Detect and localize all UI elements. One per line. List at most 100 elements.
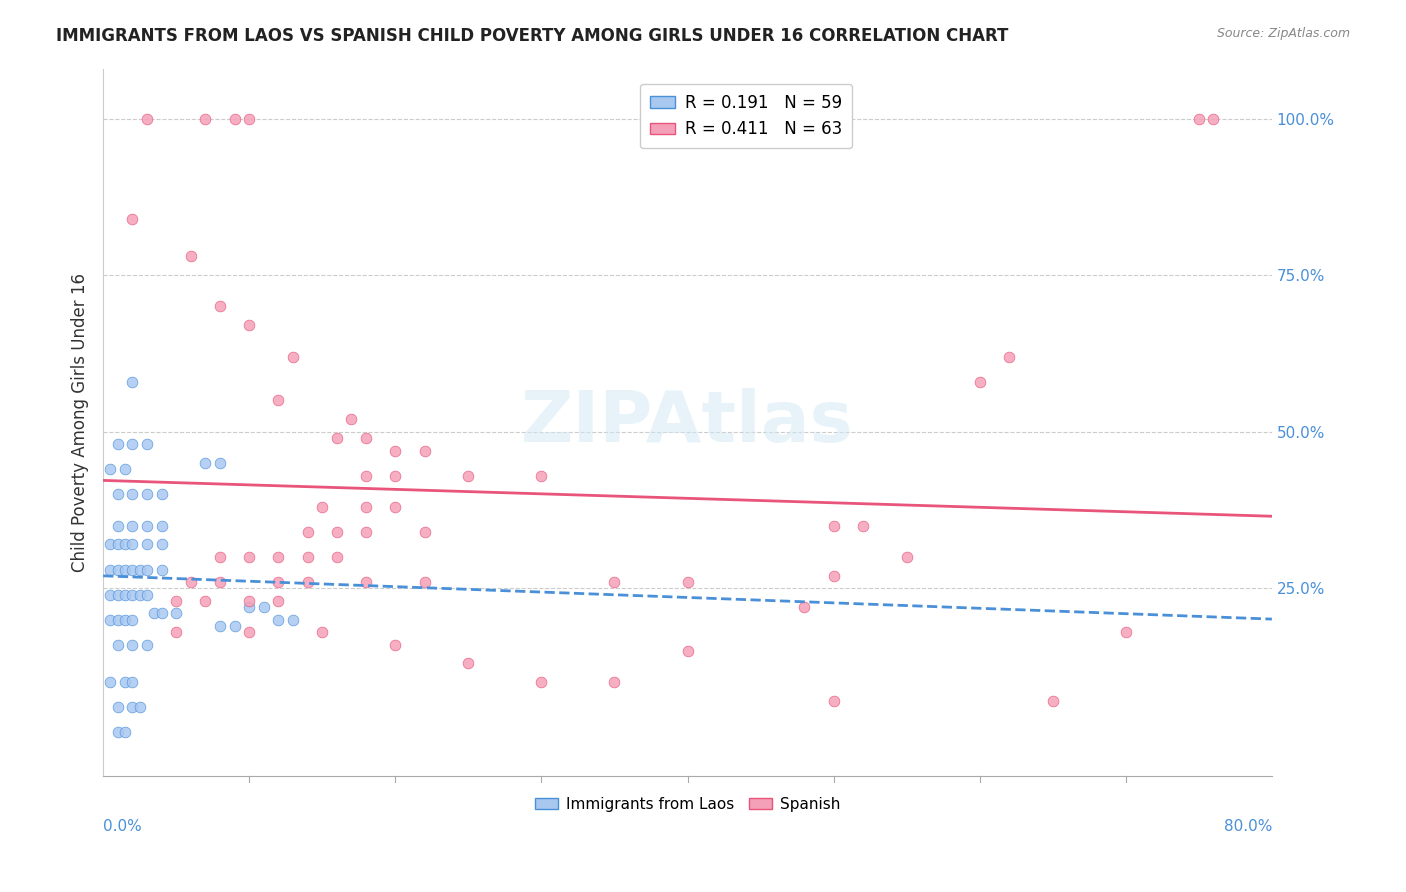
Point bbox=[253, 600, 276, 615]
Point bbox=[676, 575, 699, 590]
Point bbox=[136, 588, 159, 602]
Point bbox=[208, 456, 231, 470]
Point bbox=[114, 537, 136, 551]
Point bbox=[823, 694, 845, 708]
Point bbox=[326, 524, 349, 539]
Point bbox=[998, 350, 1021, 364]
Point bbox=[384, 500, 406, 514]
Point bbox=[238, 318, 260, 333]
Point bbox=[896, 549, 918, 564]
Point bbox=[823, 518, 845, 533]
Point bbox=[128, 562, 150, 576]
Point bbox=[121, 211, 143, 226]
Point bbox=[603, 575, 626, 590]
Point bbox=[114, 613, 136, 627]
Point bbox=[413, 524, 436, 539]
Point bbox=[143, 607, 166, 621]
Point bbox=[121, 518, 143, 533]
Point bbox=[354, 575, 377, 590]
Point bbox=[297, 549, 319, 564]
Point bbox=[224, 112, 246, 126]
Point bbox=[1115, 625, 1137, 640]
Point bbox=[107, 562, 129, 576]
Point bbox=[311, 500, 333, 514]
Y-axis label: Child Poverty Among Girls Under 16: Child Poverty Among Girls Under 16 bbox=[72, 273, 89, 572]
Point bbox=[165, 607, 187, 621]
Point bbox=[281, 350, 304, 364]
Point bbox=[238, 549, 260, 564]
Point bbox=[114, 462, 136, 476]
Point bbox=[1202, 112, 1225, 126]
Legend: Immigrants from Laos, Spanish: Immigrants from Laos, Spanish bbox=[529, 791, 846, 818]
Point bbox=[457, 468, 479, 483]
Point bbox=[107, 537, 129, 551]
Point bbox=[100, 588, 122, 602]
Point bbox=[107, 638, 129, 652]
Point bbox=[150, 537, 173, 551]
Point bbox=[150, 562, 173, 576]
Point bbox=[121, 487, 143, 501]
Point bbox=[121, 562, 143, 576]
Point bbox=[852, 518, 875, 533]
Point bbox=[165, 594, 187, 608]
Point bbox=[267, 613, 290, 627]
Point bbox=[354, 431, 377, 445]
Point bbox=[267, 575, 290, 590]
Point bbox=[384, 443, 406, 458]
Point bbox=[121, 613, 143, 627]
Point bbox=[150, 518, 173, 533]
Point bbox=[457, 657, 479, 671]
Point bbox=[969, 375, 991, 389]
Point bbox=[238, 594, 260, 608]
Point bbox=[114, 675, 136, 690]
Point bbox=[107, 487, 129, 501]
Point bbox=[107, 588, 129, 602]
Point bbox=[384, 468, 406, 483]
Point bbox=[136, 487, 159, 501]
Point bbox=[194, 112, 217, 126]
Point bbox=[165, 625, 187, 640]
Point bbox=[180, 575, 202, 590]
Point bbox=[107, 518, 129, 533]
Point bbox=[354, 524, 377, 539]
Point bbox=[136, 518, 159, 533]
Point bbox=[413, 575, 436, 590]
Point bbox=[121, 437, 143, 451]
Text: IMMIGRANTS FROM LAOS VS SPANISH CHILD POVERTY AMONG GIRLS UNDER 16 CORRELATION C: IMMIGRANTS FROM LAOS VS SPANISH CHILD PO… bbox=[56, 27, 1008, 45]
Point bbox=[326, 431, 349, 445]
Point bbox=[267, 594, 290, 608]
Text: 0.0%: 0.0% bbox=[103, 819, 142, 834]
Point bbox=[180, 249, 202, 263]
Point bbox=[326, 549, 349, 564]
Text: ZIPAtlas: ZIPAtlas bbox=[522, 388, 853, 457]
Point bbox=[100, 462, 122, 476]
Point bbox=[114, 725, 136, 739]
Point bbox=[676, 644, 699, 658]
Point bbox=[121, 675, 143, 690]
Point bbox=[297, 575, 319, 590]
Point bbox=[107, 613, 129, 627]
Point bbox=[150, 607, 173, 621]
Point bbox=[354, 468, 377, 483]
Point bbox=[238, 625, 260, 640]
Point bbox=[136, 112, 159, 126]
Point bbox=[603, 675, 626, 690]
Point bbox=[100, 562, 122, 576]
Point bbox=[340, 412, 363, 426]
Point bbox=[100, 613, 122, 627]
Point bbox=[107, 700, 129, 714]
Point bbox=[208, 300, 231, 314]
Point bbox=[121, 638, 143, 652]
Text: 80.0%: 80.0% bbox=[1223, 819, 1272, 834]
Point bbox=[208, 619, 231, 633]
Point bbox=[281, 613, 304, 627]
Point bbox=[150, 487, 173, 501]
Point bbox=[413, 443, 436, 458]
Point bbox=[311, 625, 333, 640]
Point bbox=[107, 437, 129, 451]
Point bbox=[267, 393, 290, 408]
Point bbox=[530, 468, 553, 483]
Point bbox=[530, 675, 553, 690]
Point bbox=[121, 537, 143, 551]
Point bbox=[136, 638, 159, 652]
